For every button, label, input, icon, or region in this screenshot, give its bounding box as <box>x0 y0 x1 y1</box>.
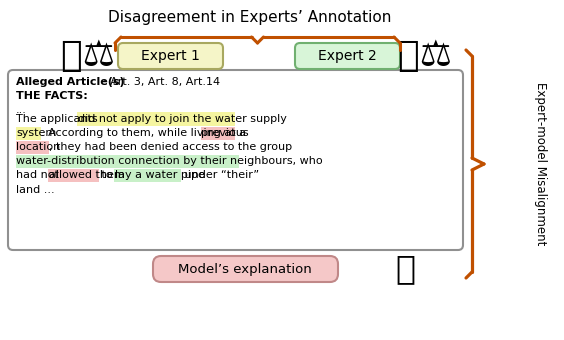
Text: Expert 1: Expert 1 <box>140 49 200 63</box>
Text: Disagreement in Experts’ Annotation: Disagreement in Experts’ Annotation <box>108 10 391 25</box>
Bar <box>15 141 50 154</box>
Text: lay a water pipe: lay a water pipe <box>115 170 205 181</box>
Text: : Art. 3, Art. 8, Art.14: : Art. 3, Art. 8, Art.14 <box>103 77 220 87</box>
Bar <box>15 155 239 168</box>
Text: system: system <box>16 128 56 138</box>
Text: did not apply to join the water supply: did not apply to join the water supply <box>78 114 287 124</box>
Text: . According to them, while living at a: . According to them, while living at a <box>41 128 249 138</box>
Bar <box>49 169 99 182</box>
Text: THE FACTS:: THE FACTS: <box>16 91 88 101</box>
Text: had not: had not <box>16 170 63 181</box>
Text: ...: ... <box>16 105 27 115</box>
Text: Expert-model Misalignment: Expert-model Misalignment <box>534 82 547 246</box>
Text: Alleged Article(s): Alleged Article(s) <box>16 77 125 87</box>
Text: Expert 2: Expert 2 <box>318 49 376 63</box>
Text: 🧑‍⚖️: 🧑‍⚖️ <box>61 39 115 73</box>
Text: location: location <box>16 142 60 152</box>
Text: allowed them: allowed them <box>49 170 125 181</box>
Bar <box>201 126 235 140</box>
Bar <box>77 112 235 125</box>
Text: water-distribution connection by their neighbours, who: water-distribution connection by their n… <box>16 156 323 166</box>
Text: 🤖: 🤖 <box>395 253 415 286</box>
Text: , they had been denied access to the group: , they had been denied access to the gro… <box>49 142 292 152</box>
Text: to: to <box>98 170 117 181</box>
Text: Model’s explanation: Model’s explanation <box>178 262 312 275</box>
Text: land ...: land ... <box>16 185 55 194</box>
FancyBboxPatch shape <box>118 43 223 69</box>
Text: 👩‍⚖️: 👩‍⚖️ <box>398 39 452 73</box>
Text: under “their”: under “their” <box>181 170 259 181</box>
Bar <box>114 169 181 182</box>
Bar <box>15 126 41 140</box>
Text: The applicants: The applicants <box>16 114 101 124</box>
FancyBboxPatch shape <box>153 256 338 282</box>
FancyBboxPatch shape <box>295 43 400 69</box>
Text: previous: previous <box>201 128 249 138</box>
FancyBboxPatch shape <box>8 70 463 250</box>
